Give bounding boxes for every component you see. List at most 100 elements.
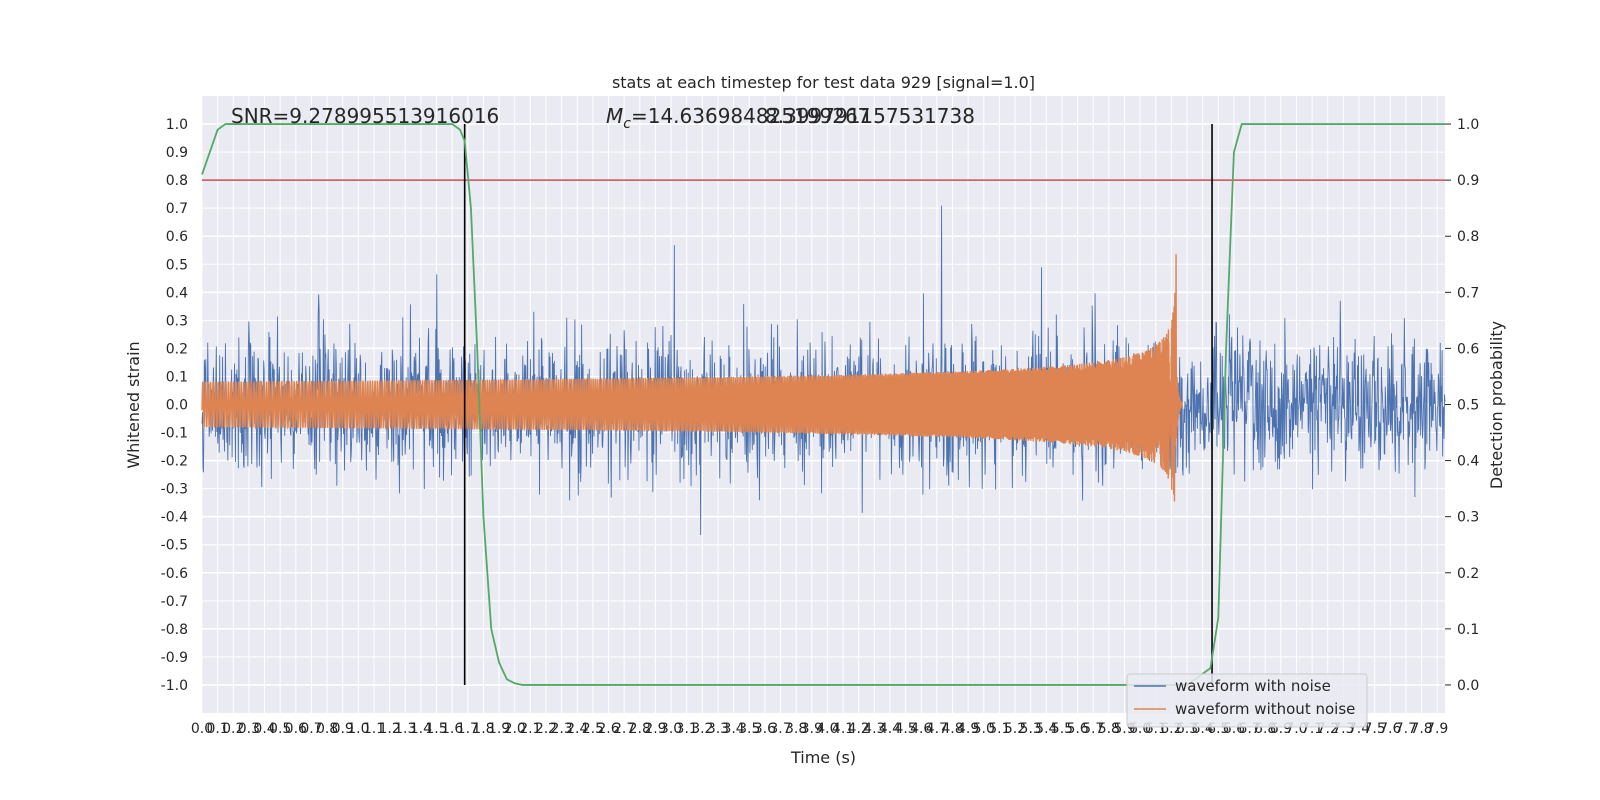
x-tick-label: 2.9 xyxy=(644,721,666,737)
x-tick-label: 4.2 xyxy=(848,721,870,737)
x-tick-label: 4.8 xyxy=(941,721,963,737)
x-tick-label: 5.2 xyxy=(1004,721,1026,737)
ticks: 0.00.10.20.30.40.50.60.70.80.91.01.11.21… xyxy=(161,117,1480,737)
y-tick-label-right: 0.6 xyxy=(1457,341,1479,357)
y-axis-label-right: Detection probability xyxy=(1487,321,1506,489)
x-tick-label: 4.6 xyxy=(910,721,932,737)
y-tick-label-left: -0.4 xyxy=(161,510,188,526)
x-tick-label: 4.1 xyxy=(832,721,854,737)
x-tick-label: 1.2 xyxy=(378,721,400,737)
x-tick-label: 3.5 xyxy=(738,721,760,737)
x-tick-label: 4.5 xyxy=(894,721,916,737)
x-tick-label: 0.8 xyxy=(316,721,338,737)
y-tick-label-right: 0.1 xyxy=(1457,622,1479,638)
x-tick-label: 0.6 xyxy=(285,721,307,737)
chirp-mass-symbol: M xyxy=(606,104,623,128)
x-tick-label: 5.3 xyxy=(1020,721,1042,737)
x-tick-label: 3.1 xyxy=(676,721,698,737)
x-tick-label: 7.5 xyxy=(1364,721,1386,737)
x-tick-label: 3.8 xyxy=(785,721,807,737)
x-tick-label: 5.0 xyxy=(973,721,995,737)
detection-probability-line xyxy=(201,123,1445,686)
y-tick-label-left: -0.5 xyxy=(161,538,188,554)
x-tick-label: 3.4 xyxy=(722,721,744,737)
y-tick-label-left: 0.0 xyxy=(166,398,188,414)
x-tick-label: 3.3 xyxy=(707,721,729,737)
x-tick-label: 5.8 xyxy=(1098,721,1120,737)
y-tick-label-left: -0.1 xyxy=(161,426,188,442)
x-tick-label: 3.2 xyxy=(691,721,713,737)
y-tick-label-left: 0.1 xyxy=(166,369,188,385)
y-tick-label-left: 0.5 xyxy=(166,257,188,273)
y-tick-label-right: 0.0 xyxy=(1457,678,1479,694)
y-tick-label-right: 1.0 xyxy=(1457,117,1479,133)
x-tick-label: 0.7 xyxy=(300,721,322,737)
x-tick-label: 4.7 xyxy=(926,721,948,737)
y-tick-label-left: 0.6 xyxy=(166,229,188,245)
x-axis-label: Time (s) xyxy=(790,748,856,767)
y-tick-label-left: -0.9 xyxy=(161,650,188,666)
y-axis-label-left: Whitened strain xyxy=(124,341,143,468)
x-tick-label: 0.4 xyxy=(253,721,275,737)
y-tick-label-left: 0.7 xyxy=(166,201,188,217)
clean-waveform-line xyxy=(201,254,1184,502)
y-tick-label-left: -0.2 xyxy=(161,454,188,470)
overlap-annotation: 8.399791157531738 xyxy=(765,104,975,128)
chirp-mass-value: =14.636984825199267 xyxy=(631,104,870,128)
y-tick-label-left: 0.2 xyxy=(166,341,188,357)
x-tick-label: 7.8 xyxy=(1410,721,1432,737)
x-tick-label: 5.5 xyxy=(1051,721,1073,737)
y-tick-label-left: 0.8 xyxy=(166,173,188,189)
x-tick-label: 3.9 xyxy=(801,721,823,737)
x-tick-label: 0.3 xyxy=(238,721,260,737)
x-tick-label: 4.4 xyxy=(879,721,901,737)
x-tick-label: 2.0 xyxy=(504,721,526,737)
x-tick-label: 0.0 xyxy=(191,721,213,737)
snr-annotation: SNR=9.278995513916016 xyxy=(231,104,499,128)
y-tick-label-right: 0.2 xyxy=(1457,566,1479,582)
y-tick-label-right: 0.3 xyxy=(1457,510,1479,526)
x-tick-label: 1.1 xyxy=(363,721,385,737)
x-tick-label: 7.9 xyxy=(1426,721,1448,737)
x-tick-label: 1.3 xyxy=(394,721,416,737)
y-tick-label-left: -0.3 xyxy=(161,482,188,498)
x-tick-label: 2.4 xyxy=(566,721,588,737)
chirp-mass-annotation: Mc=14.636984825199267 xyxy=(606,104,870,132)
legend-label-noisy: waveform with noise xyxy=(1175,677,1331,695)
legend-label-clean: waveform without noise xyxy=(1175,700,1355,718)
x-tick-label: 1.8 xyxy=(472,721,494,737)
x-tick-label: 0.1 xyxy=(207,721,229,737)
legend: waveform with noise waveform without noi… xyxy=(1126,673,1368,728)
x-tick-label: 0.5 xyxy=(269,721,291,737)
x-tick-label: 3.7 xyxy=(769,721,791,737)
x-tick-label: 1.5 xyxy=(425,721,447,737)
y-tick-label-right: 0.7 xyxy=(1457,285,1479,301)
chirp-mass-subscript: c xyxy=(623,116,631,132)
x-tick-label: 5.7 xyxy=(1082,721,1104,737)
clean-waveform-series xyxy=(201,254,1184,502)
x-tick-label: 2.6 xyxy=(597,721,619,737)
x-tick-label: 7.6 xyxy=(1379,721,1401,737)
y-tick-label-left: 0.3 xyxy=(166,313,188,329)
x-tick-label: 2.5 xyxy=(582,721,604,737)
x-tick-label: 0.9 xyxy=(332,721,354,737)
x-tick-label: 2.1 xyxy=(519,721,541,737)
x-tick-label: 5.4 xyxy=(1035,721,1057,737)
x-tick-label: 7.7 xyxy=(1395,721,1417,737)
x-tick-label: 2.7 xyxy=(613,721,635,737)
x-tick-label: 1.0 xyxy=(347,721,369,737)
x-tick-label: 5.6 xyxy=(1066,721,1088,737)
y-tick-label-left: -1.0 xyxy=(161,678,188,694)
legend-box xyxy=(1126,673,1368,728)
x-tick-label: 1.7 xyxy=(457,721,479,737)
x-tick-label: 1.4 xyxy=(410,721,432,737)
x-tick-label: 2.8 xyxy=(629,721,651,737)
y-tick-label-right: 0.4 xyxy=(1457,454,1479,470)
x-tick-label: 3.0 xyxy=(660,721,682,737)
x-tick-label: 2.3 xyxy=(550,721,572,737)
y-tick-label-right: 0.9 xyxy=(1457,173,1479,189)
x-tick-label: 4.0 xyxy=(816,721,838,737)
x-tick-label: 0.2 xyxy=(222,721,244,737)
y-tick-label-right: 0.8 xyxy=(1457,229,1479,245)
